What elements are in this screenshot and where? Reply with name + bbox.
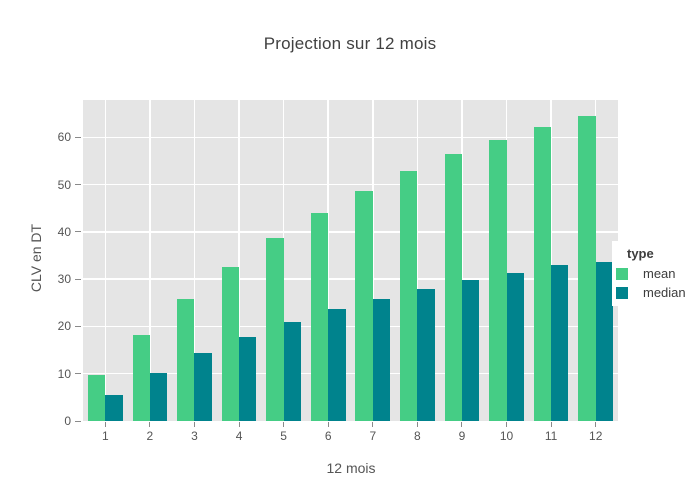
x-gridline bbox=[505, 100, 508, 421]
legend: type mean median bbox=[612, 241, 695, 306]
bar-mean-6[interactable] bbox=[310, 212, 329, 421]
bar-mean-4[interactable] bbox=[221, 266, 240, 421]
bar-median-5[interactable] bbox=[283, 322, 301, 421]
y-gridline bbox=[83, 183, 618, 186]
x-tick-label: 10 bbox=[499, 429, 514, 443]
x-tick-mark bbox=[193, 422, 195, 427]
x-tick-mark bbox=[327, 422, 329, 427]
chart-title: Projection sur 12 mois bbox=[263, 34, 437, 53]
y-tick-label: 50 bbox=[57, 177, 71, 192]
x-tick-label: 3 bbox=[191, 429, 198, 443]
y-tick-mark bbox=[75, 184, 81, 186]
x-tick-mark bbox=[461, 422, 463, 427]
x-gridline bbox=[327, 100, 329, 421]
y-gridline bbox=[83, 372, 618, 375]
y-tick-mark bbox=[75, 231, 81, 233]
x-tick-mark bbox=[149, 422, 151, 427]
y-gridline bbox=[83, 231, 618, 233]
bar-median-3[interactable] bbox=[194, 353, 212, 421]
x-tick-mark bbox=[238, 422, 240, 427]
x-gridline bbox=[550, 100, 552, 421]
legend-label-mean: mean bbox=[643, 266, 676, 281]
x-axis-title: 12 mois bbox=[326, 460, 376, 476]
bar-median-8[interactable] bbox=[417, 288, 435, 421]
x-gridline bbox=[594, 100, 597, 421]
x-tick-label: 12 bbox=[589, 429, 603, 443]
x-tick-mark bbox=[550, 422, 552, 427]
y-tick-mark bbox=[75, 420, 81, 422]
plot-area[interactable] bbox=[83, 100, 618, 421]
mean-swatch-icon bbox=[616, 267, 628, 280]
bar-median-7[interactable] bbox=[372, 298, 391, 421]
y-tick-mark bbox=[75, 325, 81, 327]
x-gridline bbox=[372, 100, 374, 421]
x-tick-label: 1 bbox=[101, 429, 109, 443]
x-gridline bbox=[238, 100, 240, 421]
y-gridline bbox=[83, 278, 618, 280]
bar-mean-9[interactable] bbox=[444, 154, 462, 421]
x-tick-mark bbox=[283, 422, 285, 427]
legend-item-mean[interactable]: mean bbox=[616, 266, 686, 281]
bar-mean-2[interactable] bbox=[132, 334, 150, 421]
x-tick-label: 8 bbox=[414, 429, 421, 443]
bar-mean-10[interactable] bbox=[489, 140, 507, 421]
y-tick-mark bbox=[75, 136, 81, 138]
median-swatch-icon bbox=[616, 286, 628, 299]
x-tick-mark bbox=[372, 422, 374, 427]
x-tick-label: 7 bbox=[369, 429, 377, 443]
x-tick-label: 6 bbox=[324, 429, 332, 443]
y-tick-mark bbox=[75, 278, 81, 280]
y-gridline bbox=[83, 325, 618, 328]
x-tick-mark bbox=[506, 422, 508, 427]
x-tick-mark bbox=[595, 422, 597, 427]
bar-mean-1[interactable] bbox=[87, 375, 106, 421]
bar-median-6[interactable] bbox=[328, 309, 346, 421]
bar-median-2[interactable] bbox=[149, 372, 168, 421]
y-tick-label: 30 bbox=[57, 272, 71, 287]
legend-item-median[interactable]: median bbox=[616, 285, 686, 300]
x-tick-label: 5 bbox=[280, 429, 287, 443]
bar-mean-5[interactable] bbox=[266, 238, 284, 421]
x-gridline bbox=[461, 100, 463, 421]
x-tick-label: 4 bbox=[235, 429, 243, 443]
y-tick-label: 40 bbox=[57, 224, 71, 239]
y-tick-label: 60 bbox=[57, 130, 71, 145]
x-gridline bbox=[149, 100, 151, 421]
bar-mean-12[interactable] bbox=[578, 115, 596, 421]
bar-mean-11[interactable] bbox=[533, 126, 552, 421]
x-tick-label: 11 bbox=[544, 429, 558, 443]
x-tick-mark bbox=[416, 422, 418, 427]
x-tick-label: 9 bbox=[458, 429, 466, 443]
bar-mean-8[interactable] bbox=[400, 171, 418, 421]
x-tick-mark bbox=[104, 422, 106, 427]
bar-median-4[interactable] bbox=[239, 336, 257, 421]
x-gridline bbox=[282, 100, 285, 421]
bar-median-10[interactable] bbox=[506, 273, 524, 421]
bar-median-12[interactable] bbox=[595, 262, 613, 421]
legend-label-median: median bbox=[643, 285, 686, 300]
y-gridline bbox=[83, 136, 618, 139]
y-tick-label: 10 bbox=[57, 366, 71, 381]
x-gridline bbox=[416, 100, 419, 421]
legend-title: type bbox=[627, 246, 654, 261]
bar-median-1[interactable] bbox=[105, 395, 123, 421]
y-tick-label: 20 bbox=[57, 319, 71, 334]
x-gridline bbox=[193, 100, 196, 421]
bar-mean-7[interactable] bbox=[355, 191, 373, 421]
bar-median-11[interactable] bbox=[551, 265, 569, 421]
bar-median-9[interactable] bbox=[461, 279, 480, 421]
x-gridline bbox=[104, 100, 107, 421]
bar-mean-3[interactable] bbox=[177, 299, 195, 421]
x-tick-label: 2 bbox=[146, 429, 154, 443]
y-tick-label: 0 bbox=[64, 414, 71, 428]
y-tick-mark bbox=[75, 373, 81, 375]
